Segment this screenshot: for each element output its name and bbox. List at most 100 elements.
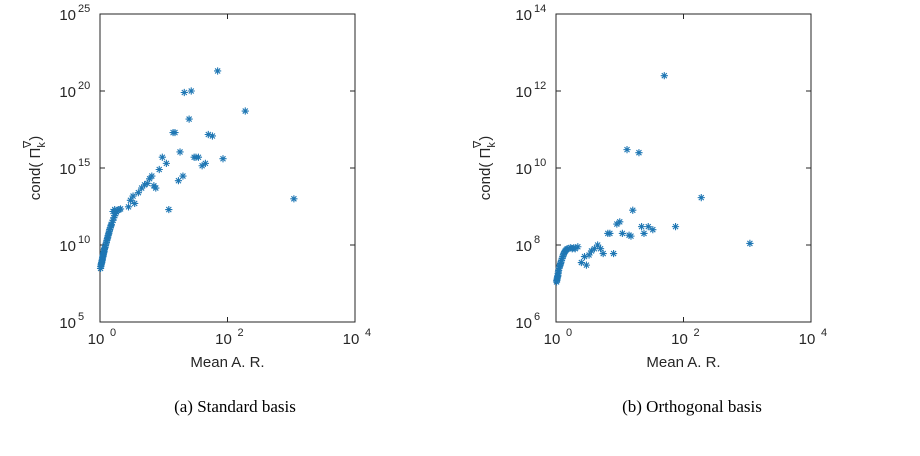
data-point bbox=[140, 181, 149, 189]
y-tick-exponent: 6 bbox=[534, 311, 540, 323]
x-tick-label: 10 bbox=[799, 331, 816, 348]
y-tick-label: 10 bbox=[59, 7, 76, 24]
x-tick-label: 10 bbox=[88, 331, 105, 348]
data-point bbox=[108, 218, 116, 226]
data-point bbox=[627, 232, 635, 240]
x-axis-label: Mean A. R. bbox=[646, 354, 720, 371]
data-point bbox=[609, 249, 618, 258]
data-point bbox=[660, 72, 668, 80]
y-tick-exponent: 15 bbox=[78, 157, 90, 169]
data-point bbox=[582, 261, 591, 269]
y-tick-exponent: 12 bbox=[534, 80, 546, 92]
x-tick-exponent: 4 bbox=[365, 327, 371, 339]
x-axis-label: Mean A. R. bbox=[190, 354, 264, 371]
data-point bbox=[158, 153, 166, 161]
panel-caption: (b) Orthogonal basis bbox=[622, 397, 762, 416]
data-point bbox=[111, 212, 119, 220]
data-point bbox=[109, 216, 117, 224]
y-tick-exponent: 5 bbox=[78, 311, 84, 323]
x-tick-exponent: 2 bbox=[694, 327, 700, 339]
data-point bbox=[143, 179, 151, 187]
y-tick-label: 10 bbox=[515, 238, 532, 255]
data-point bbox=[574, 243, 582, 251]
data-point bbox=[557, 256, 566, 264]
data-point bbox=[618, 229, 626, 238]
data-point bbox=[138, 184, 146, 192]
data-point bbox=[162, 159, 170, 167]
data-point bbox=[558, 254, 566, 262]
x-tick-exponent: 0 bbox=[110, 327, 116, 339]
data-point bbox=[649, 226, 657, 234]
x-tick-label: 10 bbox=[343, 331, 360, 348]
data-point bbox=[635, 149, 643, 157]
x-tick-exponent: 2 bbox=[238, 327, 244, 339]
data-point bbox=[577, 258, 585, 267]
y-tick-label: 10 bbox=[59, 84, 76, 101]
data-point bbox=[241, 107, 249, 115]
y-tick-exponent: 10 bbox=[78, 234, 90, 246]
plot-area bbox=[99, 13, 356, 323]
data-point bbox=[180, 88, 188, 97]
data-point bbox=[148, 172, 156, 180]
data-point bbox=[671, 223, 680, 231]
data-point bbox=[106, 224, 114, 232]
data-point bbox=[111, 205, 119, 214]
panel-caption: (a) Standard basis bbox=[174, 397, 296, 416]
data-point bbox=[596, 245, 605, 253]
data-point bbox=[187, 87, 195, 95]
y-tick-exponent: 25 bbox=[78, 3, 90, 15]
data-point bbox=[194, 153, 203, 161]
data-point bbox=[185, 115, 193, 123]
y-tick-label: 10 bbox=[59, 238, 76, 255]
data-point bbox=[107, 221, 115, 229]
data-point bbox=[152, 184, 160, 192]
data-point bbox=[559, 251, 567, 259]
data-point bbox=[629, 206, 637, 214]
y-tick-exponent: 20 bbox=[78, 80, 90, 92]
data-point bbox=[594, 241, 602, 249]
y-axis-label: cond( Πk∇) bbox=[472, 136, 498, 200]
y-tick-exponent: 14 bbox=[534, 3, 546, 15]
data-point bbox=[616, 218, 624, 226]
plot-area bbox=[555, 13, 812, 323]
data-point bbox=[697, 194, 705, 202]
data-point bbox=[580, 252, 589, 261]
data-point bbox=[214, 67, 222, 75]
data-point bbox=[198, 162, 206, 170]
data-point bbox=[129, 192, 137, 200]
y-axis-label: cond( Πk∇) bbox=[22, 136, 48, 200]
data-point bbox=[134, 189, 142, 197]
y-tick-label: 10 bbox=[515, 315, 532, 332]
y-tick-label: 10 bbox=[59, 161, 76, 178]
data-point bbox=[124, 203, 133, 211]
data-point bbox=[746, 239, 754, 248]
x-tick-label: 10 bbox=[215, 331, 232, 348]
data-point bbox=[131, 199, 139, 208]
y-tick-exponent: 10 bbox=[534, 157, 546, 169]
data-point bbox=[116, 205, 125, 213]
data-point bbox=[176, 148, 184, 156]
data-point bbox=[165, 205, 173, 214]
data-point bbox=[590, 245, 598, 253]
data-point bbox=[644, 223, 652, 231]
data-point bbox=[110, 214, 118, 222]
data-point bbox=[208, 132, 217, 140]
data-point bbox=[204, 130, 212, 139]
y-tick-label: 10 bbox=[515, 161, 532, 178]
data-point bbox=[585, 251, 593, 259]
x-tick-exponent: 0 bbox=[566, 327, 572, 339]
x-tick-label: 10 bbox=[671, 331, 688, 348]
data-point bbox=[290, 195, 298, 203]
data-point bbox=[201, 159, 209, 167]
data-point bbox=[155, 165, 163, 174]
data-point bbox=[587, 247, 596, 255]
x-tick-exponent: 4 bbox=[821, 327, 827, 339]
y-tick-label: 10 bbox=[59, 315, 76, 332]
data-point bbox=[126, 196, 135, 204]
data-point bbox=[623, 146, 631, 154]
y-tick-exponent: 8 bbox=[534, 234, 540, 246]
data-point bbox=[613, 220, 621, 228]
y-tick-label: 10 bbox=[515, 7, 532, 24]
